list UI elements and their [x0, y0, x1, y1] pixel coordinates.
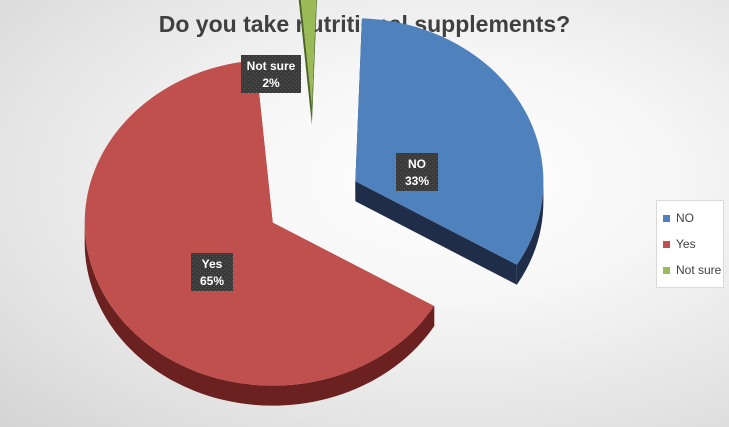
legend-label-not-sure: Not sure: [676, 263, 722, 277]
data-label-percent: 65%: [200, 274, 224, 288]
pie-slice-not-sure: [300, 0, 317, 105]
data-label-yes: Yes 65%: [191, 253, 233, 291]
data-label-no: NO 33%: [396, 153, 438, 191]
pie-slice-yes: [84, 60, 435, 386]
legend-swatch-yes: [663, 240, 670, 248]
legend-swatch-no: [663, 214, 670, 222]
chart-legend: NO Yes Not sure: [656, 200, 724, 288]
pie-slice-no: [355, 18, 544, 265]
legend-item-yes: Yes: [663, 231, 723, 257]
legend-item-not-sure: Not sure: [663, 257, 723, 283]
data-label-percent: 2%: [262, 76, 280, 90]
data-label-not-sure: Not sure 2%: [241, 55, 301, 93]
legend-label-no: NO: [676, 211, 694, 225]
data-label-percent: 33%: [405, 174, 429, 188]
legend-label-yes: Yes: [676, 237, 696, 251]
data-label-box: [241, 55, 301, 93]
data-label-category: Not sure: [247, 59, 296, 73]
data-label-box: [191, 253, 233, 291]
data-label-box: [396, 153, 438, 191]
data-label-category: NO: [408, 157, 426, 171]
pie-slice-side-not-sure: [298, 0, 317, 125]
legend-swatch-not-sure: [663, 266, 670, 274]
data-label-category: Yes: [202, 257, 223, 271]
legend-item-no: NO: [663, 205, 723, 231]
